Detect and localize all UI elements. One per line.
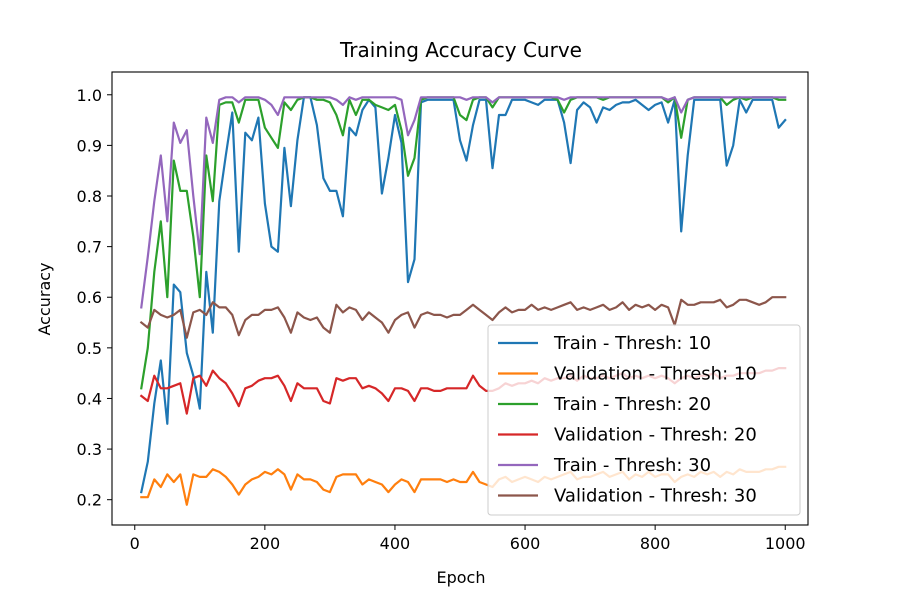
y-tick-label: 0.7 — [77, 238, 102, 257]
x-tick-label: 600 — [510, 534, 541, 553]
y-tick-label: 0.2 — [77, 491, 102, 510]
y-tick-label: 0.5 — [77, 339, 102, 358]
legend: Train - Thresh: 10 Validation - Thresh: 1… — [487, 324, 801, 516]
y-tick-label: 0.6 — [77, 288, 102, 307]
x-axis-title: Epoch — [437, 568, 486, 587]
legend-label-3: Train - Thresh: 20 — [553, 394, 711, 415]
x-tick-label: 0 — [130, 534, 140, 553]
series-line-5 — [140, 96, 787, 309]
legend-label-1: Train - Thresh: 10 — [553, 333, 711, 354]
x-tick-label: 400 — [380, 534, 411, 553]
legend-label-5: Train - Thresh: 30 — [553, 455, 711, 476]
y-tick-label: 1.0 — [77, 86, 102, 105]
axis-ticks: 0 200 400 600 800 1000 0.2 0.3 0.4 0.5 0.6 0.7 0.8 0.… — [77, 86, 806, 553]
legend-label-6: Validation - Thresh: 30 — [554, 486, 757, 507]
series-line-1 — [139, 96, 787, 494]
y-axis-title: Accuracy — [35, 262, 54, 335]
y-tick-label: 0.4 — [77, 389, 102, 408]
x-tick-label: 800 — [640, 534, 671, 553]
x-tick-label: 1000 — [765, 534, 806, 553]
x-tick-label: 200 — [250, 534, 281, 553]
y-tick-label: 0.9 — [77, 136, 102, 155]
plot-area — [111, 71, 809, 526]
y-tick-label: 0.8 — [77, 187, 102, 206]
y-tick-label: 0.3 — [77, 440, 102, 459]
series-line-6 — [139, 296, 787, 339]
legend-label-4: Validation - Thresh: 20 — [554, 425, 757, 446]
chart-title: Training Accuracy Curve — [339, 38, 582, 62]
legend-label-2: Validation - Thresh: 10 — [554, 364, 757, 385]
series-line-3 — [140, 96, 787, 390]
legend-box — [487, 324, 801, 516]
axes-frame — [111, 71, 809, 526]
